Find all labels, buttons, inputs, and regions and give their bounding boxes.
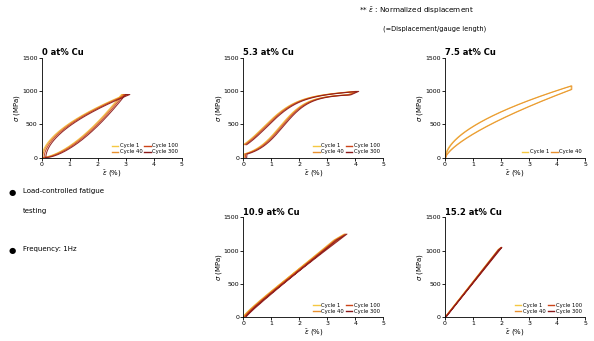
Text: 7.5 at% Cu: 7.5 at% Cu bbox=[445, 48, 496, 57]
Legend: Cycle 1, Cycle 40: Cycle 1, Cycle 40 bbox=[522, 149, 583, 155]
X-axis label: $\bar{\varepsilon}$ (%): $\bar{\varepsilon}$ (%) bbox=[505, 328, 525, 338]
Text: 0 at% Cu: 0 at% Cu bbox=[42, 48, 83, 57]
Text: 5.3 at% Cu: 5.3 at% Cu bbox=[244, 48, 294, 57]
Text: (=Displacement/gauge length): (=Displacement/gauge length) bbox=[383, 26, 486, 32]
Legend: Cycle 1, Cycle 40, Cycle 100, Cycle 300: Cycle 1, Cycle 40, Cycle 100, Cycle 300 bbox=[313, 143, 381, 155]
Text: ** $\bar{\varepsilon}$ : Normalized displacement: ** $\bar{\varepsilon}$ : Normalized disp… bbox=[359, 5, 474, 16]
Text: ●: ● bbox=[9, 188, 16, 196]
X-axis label: $\bar{\varepsilon}$ (%): $\bar{\varepsilon}$ (%) bbox=[102, 168, 121, 179]
Y-axis label: $\sigma$ (MPa): $\sigma$ (MPa) bbox=[415, 253, 425, 281]
Text: ●: ● bbox=[9, 246, 16, 254]
Text: Load-controlled fatigue: Load-controlled fatigue bbox=[23, 188, 103, 194]
X-axis label: $\bar{\varepsilon}$ (%): $\bar{\varepsilon}$ (%) bbox=[304, 328, 323, 338]
Text: Frequency: 1Hz: Frequency: 1Hz bbox=[23, 246, 76, 252]
Y-axis label: $\sigma$ (MPa): $\sigma$ (MPa) bbox=[214, 253, 223, 281]
Y-axis label: $\sigma$ (MPa): $\sigma$ (MPa) bbox=[12, 94, 22, 122]
Y-axis label: $\sigma$ (MPa): $\sigma$ (MPa) bbox=[214, 94, 223, 122]
Text: testing: testing bbox=[23, 208, 47, 214]
Legend: Cycle 1, Cycle 40, Cycle 100, Cycle 300: Cycle 1, Cycle 40, Cycle 100, Cycle 300 bbox=[111, 143, 179, 155]
Legend: Cycle 1, Cycle 40, Cycle 100, Cycle 300: Cycle 1, Cycle 40, Cycle 100, Cycle 300 bbox=[313, 302, 381, 314]
X-axis label: $\bar{\varepsilon}$ (%): $\bar{\varepsilon}$ (%) bbox=[505, 168, 525, 179]
Text: 10.9 at% Cu: 10.9 at% Cu bbox=[244, 208, 300, 217]
Legend: Cycle 1, Cycle 40, Cycle 100, Cycle 300: Cycle 1, Cycle 40, Cycle 100, Cycle 300 bbox=[514, 302, 583, 314]
Text: 15.2 at% Cu: 15.2 at% Cu bbox=[445, 208, 502, 217]
Y-axis label: $\sigma$ (MPa): $\sigma$ (MPa) bbox=[415, 94, 425, 122]
X-axis label: $\bar{\varepsilon}$ (%): $\bar{\varepsilon}$ (%) bbox=[304, 168, 323, 179]
